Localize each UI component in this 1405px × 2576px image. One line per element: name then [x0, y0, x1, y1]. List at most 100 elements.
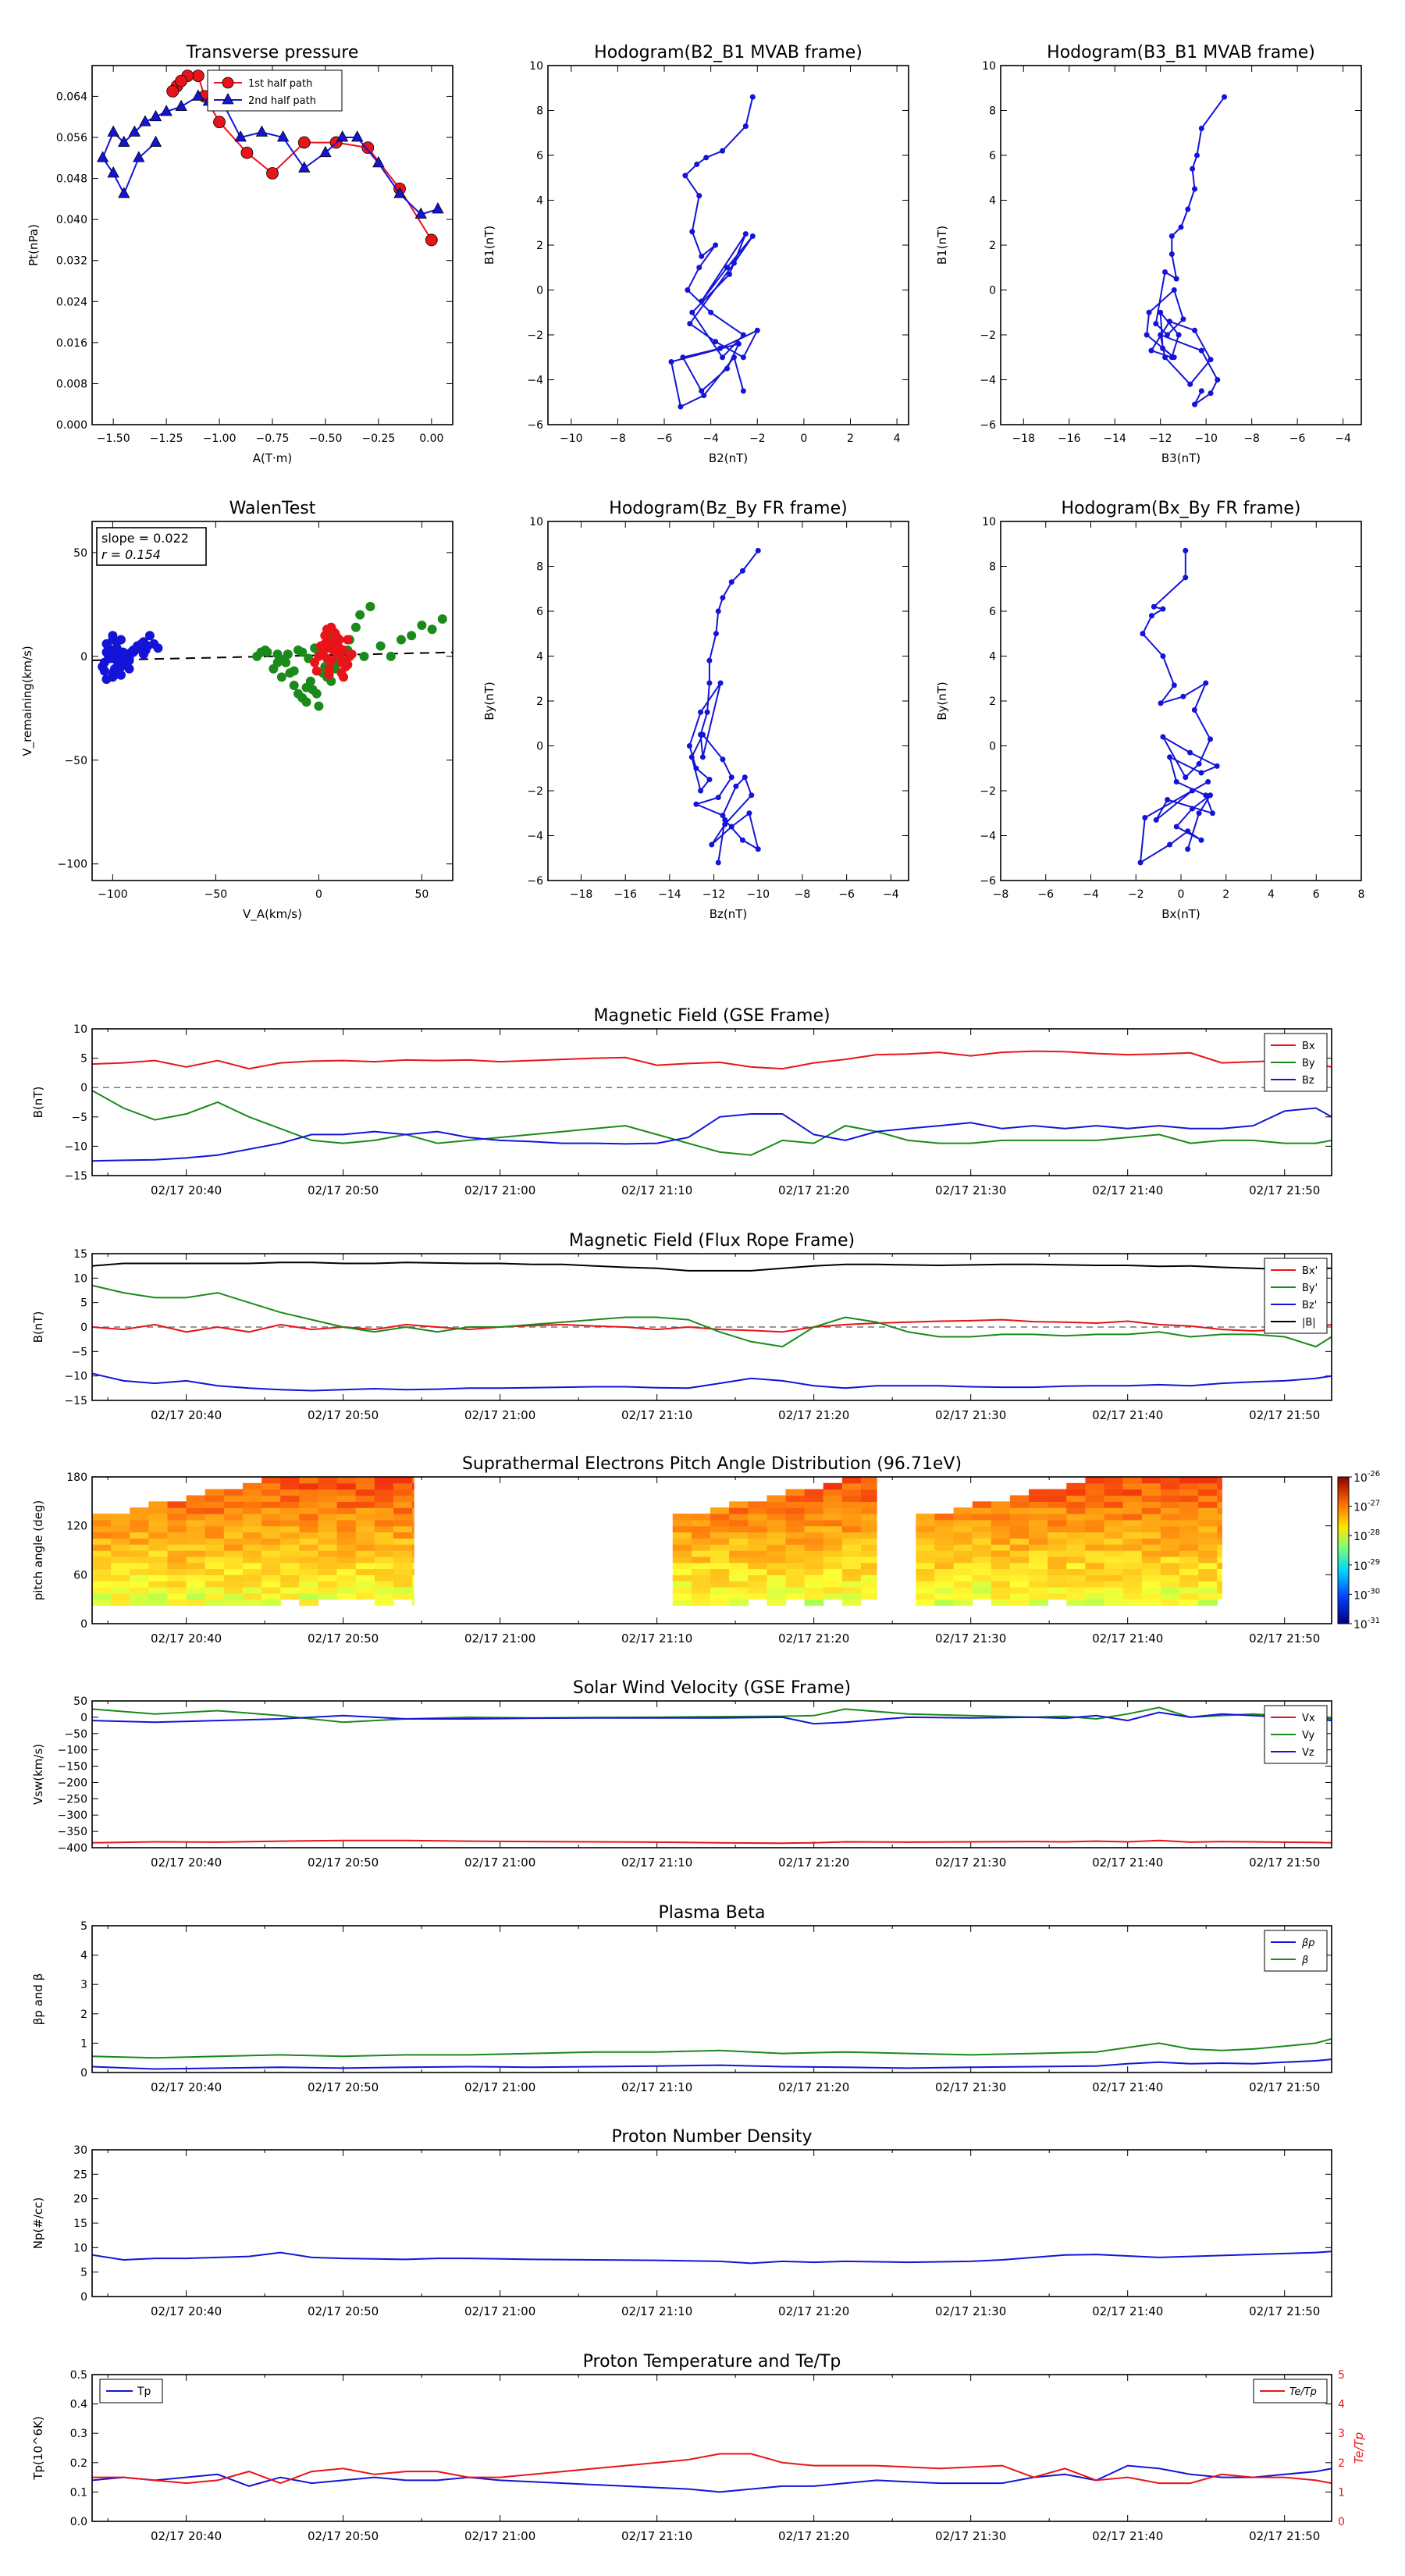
- heatmap-cell: [1029, 1574, 1048, 1582]
- heatmap-cell: [280, 1556, 300, 1564]
- heatmap-cell: [111, 1556, 130, 1564]
- heatmap-cell: [412, 1507, 414, 1514]
- data-point: [1173, 824, 1179, 830]
- heatmap-cell: [729, 1599, 749, 1606]
- heatmap-cell: [223, 1550, 244, 1557]
- heatmap-cell: [748, 1568, 767, 1575]
- heatmap-cell: [860, 1556, 877, 1564]
- heatmap-cell: [953, 1556, 973, 1564]
- data-point: [432, 202, 444, 214]
- heatmap-cell: [1160, 1568, 1180, 1575]
- data-point: [739, 837, 745, 843]
- data-point: [722, 817, 728, 823]
- heatmap-cell: [111, 1525, 130, 1533]
- x-tick-label: −2: [749, 432, 766, 445]
- heatmap-cell: [1141, 1592, 1161, 1600]
- data-point: [1189, 806, 1195, 812]
- heatmap-cell: [1066, 1592, 1087, 1600]
- heatmap-cell: [1179, 1544, 1199, 1551]
- heatmap-cell: [972, 1519, 992, 1527]
- heatmap-cell: [148, 1538, 169, 1545]
- heatmap-cell: [280, 1544, 300, 1551]
- heatmap-cell: [1198, 1544, 1218, 1551]
- heatmap-cell: [1009, 1544, 1030, 1551]
- y-tick-label: 1: [80, 2037, 87, 2050]
- y-axis-label: Np(#/cc): [31, 2197, 45, 2250]
- legend-label: Vx: [1302, 1713, 1315, 1724]
- heatmap-cell: [261, 1538, 281, 1545]
- heatmap-cell: [841, 1495, 862, 1502]
- heatmap-cell: [1160, 1592, 1180, 1600]
- heatmap-cell: [374, 1556, 394, 1564]
- heatmap-cell: [710, 1568, 730, 1575]
- heatmap-cell: [318, 1538, 338, 1545]
- heatmap-cell: [860, 1592, 877, 1600]
- data-point: [393, 187, 406, 198]
- x-tick-label: −12: [1149, 432, 1172, 445]
- heatmap-cell: [1198, 1556, 1218, 1564]
- legend-label: 2nd half path: [248, 95, 316, 107]
- panel-bgse: Magnetic Field (GSE Frame) 02/17 20:40 02/…: [31, 1006, 1332, 1197]
- heatmap-cell: [186, 1507, 206, 1514]
- legend: Vx Vy Vz: [1264, 1705, 1328, 1764]
- time-tick-label: 02/17 21:40: [1092, 1183, 1163, 1197]
- heatmap-cell: [355, 1482, 375, 1490]
- heatmap-cell: [223, 1544, 244, 1551]
- heatmap-cell: [412, 1550, 414, 1557]
- heatmap-cell: [393, 1507, 413, 1514]
- heatmap-cell: [1009, 1550, 1030, 1557]
- heatmap-cell: [412, 1568, 414, 1575]
- plot-area: [686, 547, 761, 866]
- heatmap-cell: [916, 1519, 936, 1527]
- heatmap-cell: [691, 1544, 711, 1551]
- legend-label: Bx: [1302, 1041, 1315, 1052]
- data-point: [1198, 770, 1204, 776]
- heatmap-cell: [729, 1568, 749, 1575]
- heatmap-cell: [748, 1581, 767, 1588]
- heatmap-cell: [130, 1550, 149, 1557]
- heatmap-cell: [860, 1495, 877, 1502]
- heatmap-cell: [1122, 1538, 1143, 1545]
- heatmap-cell: [167, 1544, 187, 1551]
- data-point: [728, 774, 735, 781]
- heatmap-cell: [1198, 1538, 1218, 1545]
- heatmap-cell: [804, 1525, 824, 1533]
- data-point: [668, 359, 674, 365]
- heatmap-cell: [412, 1556, 414, 1564]
- time-tick-label: 02/17 21:50: [1249, 1631, 1320, 1646]
- heatmap-cell: [916, 1592, 936, 1600]
- heatmap-cell: [1066, 1495, 1087, 1502]
- time-tick-label: 02/17 21:30: [935, 1631, 1006, 1646]
- heatmap-cell: [299, 1556, 319, 1564]
- heatmap-cell: [318, 1514, 338, 1521]
- heatmap-cell: [710, 1532, 730, 1539]
- heatmap-cell: [186, 1568, 206, 1575]
- heatmap-cell: [223, 1532, 244, 1539]
- heatmap-cell: [1048, 1562, 1067, 1570]
- heatmap-cell: [148, 1514, 169, 1521]
- heatmap-cell: [318, 1532, 338, 1539]
- heatmap-cell: [729, 1587, 749, 1594]
- time-tick-label: 02/17 20:50: [308, 2080, 379, 2094]
- data-point: [754, 327, 760, 333]
- legend-label: β: [1301, 1955, 1308, 1966]
- heatmap-cell: [823, 1538, 843, 1545]
- heatmap-cell: [1198, 1574, 1218, 1582]
- heatmap-cell: [710, 1519, 730, 1527]
- heatmap-cell: [1085, 1532, 1105, 1539]
- heatmap-cell: [355, 1592, 375, 1600]
- data-point: [696, 265, 702, 271]
- heatmap-cell: [934, 1562, 955, 1570]
- heatmap-cell: [860, 1482, 877, 1490]
- heatmap-cell: [672, 1544, 692, 1551]
- heatmap-cell: [1160, 1544, 1180, 1551]
- x-axis-label: A(T·m): [253, 451, 293, 465]
- data-point: [320, 639, 330, 649]
- heatmap-cell: [953, 1544, 973, 1551]
- data-point: [706, 680, 713, 686]
- y-tick-label: 50: [73, 547, 87, 560]
- heatmap-cell: [934, 1581, 955, 1588]
- heatmap-cell: [205, 1501, 225, 1508]
- heatmap-cell: [841, 1525, 862, 1533]
